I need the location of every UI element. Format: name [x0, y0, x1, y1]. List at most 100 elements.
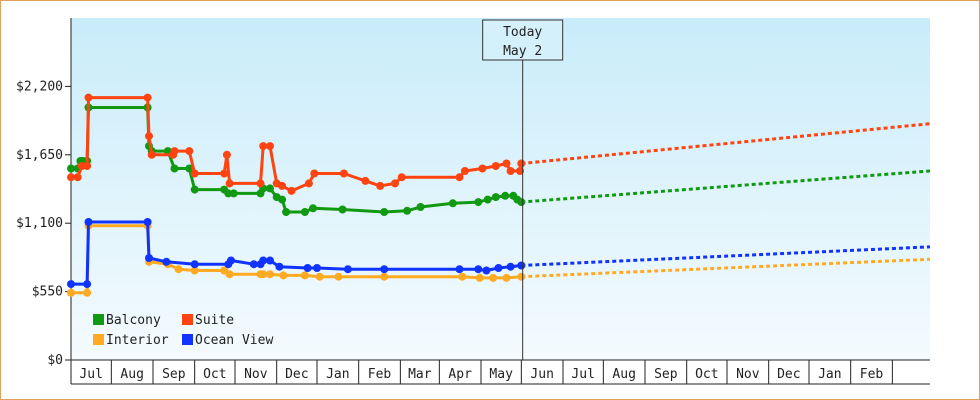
data-point-ocean-view [162, 257, 171, 266]
data-point-suite [287, 186, 296, 195]
legend-label-interior: Interior [106, 333, 169, 348]
data-point-suite [225, 179, 234, 188]
series-layer [67, 93, 931, 297]
forecast-line-balcony [521, 169, 931, 204]
data-point-ocean-view [517, 261, 526, 270]
y-tick-label: $1,650 [16, 148, 63, 163]
data-point-balcony [448, 199, 457, 208]
month-label: Dec [777, 367, 800, 382]
series-ocean-view [67, 218, 931, 289]
data-point-suite [517, 159, 526, 168]
today-date-label: May 2 [503, 44, 542, 59]
data-point-balcony [229, 189, 238, 198]
data-point-suite [190, 169, 199, 178]
data-point-suite [339, 169, 348, 178]
series-balcony [67, 103, 931, 216]
data-point-suite [460, 167, 469, 175]
data-point-interior [259, 270, 268, 279]
data-point-suite [391, 179, 399, 188]
data-point-interior [67, 288, 75, 297]
data-point-ocean-view [249, 260, 258, 269]
forecast-line-interior [521, 257, 931, 279]
data-point-balcony [67, 164, 75, 173]
series-suite [67, 93, 931, 195]
month-label: Oct [695, 367, 718, 382]
month-label: Aug [120, 367, 143, 382]
data-point-ocean-view [343, 265, 352, 274]
data-point-balcony [483, 195, 492, 204]
data-point-interior [279, 271, 288, 280]
legend-swatch-interior [93, 334, 104, 345]
data-point-suite [73, 173, 82, 182]
data-point-suite [147, 150, 156, 159]
forecast-line-suite [521, 122, 931, 165]
month-label: Sep [162, 367, 186, 382]
legend-label-balcony: Balcony [106, 313, 161, 328]
data-point-suite [145, 132, 153, 141]
data-point-suite [310, 169, 319, 178]
today-label-box [482, 19, 564, 61]
data-point-suite [491, 162, 500, 170]
today-marker: Today May 2 [482, 19, 564, 360]
data-point-suite [455, 173, 464, 182]
legend-swatch-balcony [93, 314, 104, 325]
month-label: May [489, 367, 513, 382]
data-point-suite [506, 167, 515, 175]
data-point-ocean-view [482, 266, 491, 275]
data-point-interior [315, 272, 324, 281]
data-point-interior [225, 270, 234, 279]
data-point-suite [278, 181, 287, 190]
data-point-ocean-view [506, 262, 515, 271]
month-label: Jun [530, 367, 553, 382]
data-point-suite [266, 142, 274, 151]
data-point-ocean-view [145, 254, 153, 262]
data-point-interior [458, 272, 467, 281]
data-point-balcony [309, 204, 317, 213]
data-point-ocean-view [380, 265, 389, 274]
data-point-suite [397, 173, 406, 182]
data-point-suite [304, 179, 313, 188]
data-point-interior [380, 272, 389, 281]
data-point-ocean-view [455, 265, 464, 274]
month-label: Sep [654, 367, 678, 382]
data-point-suite [185, 147, 194, 156]
data-point-suite [376, 181, 385, 190]
month-label: Dec [285, 367, 308, 382]
month-label: Oct [203, 367, 226, 382]
today-label: Today [503, 25, 542, 40]
data-point-interior [266, 270, 274, 279]
legend-swatch-ocean-view [182, 334, 193, 345]
data-point-balcony [416, 203, 425, 211]
data-point-balcony [185, 164, 194, 173]
data-point-balcony [501, 191, 510, 200]
data-point-interior [475, 273, 484, 282]
data-point-ocean-view [275, 262, 284, 271]
data-point-suite [222, 150, 231, 159]
data-point-suite [256, 179, 265, 188]
data-point-ocean-view [67, 280, 75, 289]
data-point-ocean-view [84, 218, 93, 226]
data-point-suite [516, 167, 524, 175]
data-point-interior [190, 266, 199, 275]
data-point-ocean-view [143, 218, 152, 226]
x-axis: Jul Aug Sep Oct Nov Dec Jan Feb Mar Apr May Jun Jul A… [70, 359, 930, 385]
month-label: Jan [818, 367, 841, 382]
y-axis: $0 $550 $1,100 $1,650 $2,200 [16, 18, 72, 368]
data-point-suite [361, 176, 370, 185]
month-label: Nov [736, 367, 760, 382]
data-point-balcony [380, 208, 389, 216]
data-point-balcony [403, 206, 412, 215]
data-point-interior [489, 273, 498, 282]
data-point-balcony [282, 208, 291, 216]
legend: Balcony Suite Interior Ocean View [93, 313, 273, 348]
legend-label-ocean-view: Ocean View [195, 333, 273, 348]
data-point-ocean-view [190, 260, 199, 269]
data-point-balcony [170, 164, 179, 173]
month-label: Jul [79, 367, 102, 382]
y-tick-label: $550 [32, 285, 63, 300]
data-point-interior [502, 273, 511, 282]
data-point-suite [478, 164, 487, 173]
data-point-interior [300, 271, 309, 280]
data-point-suite [170, 147, 179, 156]
month-label: Jan [326, 367, 349, 382]
